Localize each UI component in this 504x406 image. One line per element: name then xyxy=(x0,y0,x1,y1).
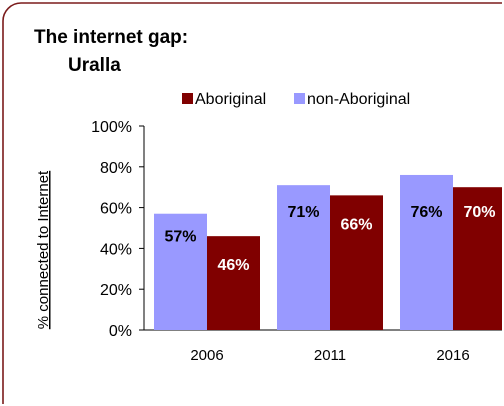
y-tick-label: 40% xyxy=(100,241,132,258)
bar-non-aboriginal-2011 xyxy=(277,185,330,330)
data-labels: 57% 46% 71% 66% 76% 70% xyxy=(164,204,495,274)
x-axis-categories: 2006 2011 2016 xyxy=(190,347,469,364)
data-label: 71% xyxy=(287,204,319,221)
legend-swatch xyxy=(294,93,305,104)
chart-title-line2: Uralla xyxy=(68,55,121,76)
bar-non-aboriginal-2016 xyxy=(400,174,453,330)
chart-title-line1: The internet gap: xyxy=(34,27,188,48)
x-category-label: 2016 xyxy=(436,347,469,364)
y-axis: 0% 20% 40% 60% 80% 100% xyxy=(91,119,502,340)
y-tick-label: 20% xyxy=(100,282,132,299)
legend-label: Aboriginal xyxy=(195,91,266,108)
bar-aboriginal-2011 xyxy=(330,195,383,330)
x-category-label: 2011 xyxy=(314,347,346,364)
y-tick-label: 0% xyxy=(109,323,132,340)
bar-non-aboriginal-2006 xyxy=(154,213,207,330)
legend: Aboriginal non-Aboriginal xyxy=(182,91,410,108)
bars xyxy=(154,174,502,330)
legend-swatch xyxy=(182,93,193,104)
y-tick-label: 100% xyxy=(91,119,132,136)
bar-aboriginal-2016 xyxy=(453,187,502,330)
y-tick-label: 80% xyxy=(100,160,132,177)
data-label: 57% xyxy=(164,229,196,246)
legend-label: non-Aboriginal xyxy=(307,91,410,108)
data-label: 46% xyxy=(217,257,249,274)
x-category-label: 2006 xyxy=(190,347,223,364)
bar-aboriginal-2006 xyxy=(207,236,260,330)
y-tick-label: 60% xyxy=(100,201,132,218)
data-label: 76% xyxy=(410,204,442,221)
data-label: 70% xyxy=(463,204,495,221)
data-label: 66% xyxy=(340,216,372,233)
y-axis-label: % connected to Internet xyxy=(35,170,52,329)
